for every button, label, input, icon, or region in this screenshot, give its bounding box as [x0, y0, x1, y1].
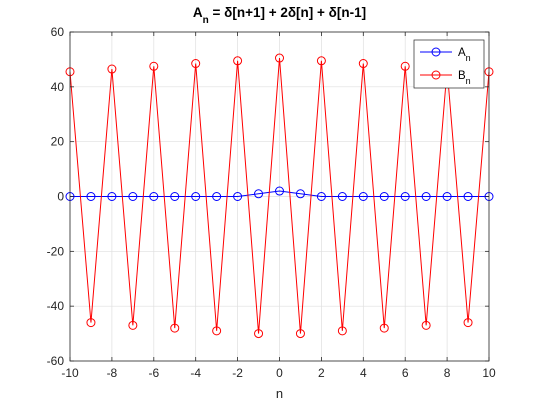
chart-title: An = δ[n+1] + 2δ[n] + δ[n-1] [193, 5, 366, 26]
data-point-b [170, 323, 180, 333]
data-point-b [316, 56, 326, 66]
y-tick-label: -20 [47, 244, 65, 258]
x-axis-label: n [276, 386, 283, 401]
x-tick-label: -10 [61, 366, 79, 380]
data-point-a [233, 192, 243, 201]
data-point-b [212, 326, 222, 336]
legend-marker-a [431, 47, 441, 57]
series-layer [65, 53, 494, 339]
data-point-a [337, 192, 347, 201]
legend-box [413, 39, 485, 89]
data-point-b [107, 64, 117, 74]
data-point-b [149, 61, 159, 71]
x-tick-label: -6 [148, 366, 159, 380]
legend-marker-b [431, 70, 441, 80]
data-point-a [149, 192, 159, 201]
x-tick-label: 10 [482, 366, 496, 380]
data-point-b [275, 53, 284, 63]
x-tick-label: 0 [276, 366, 283, 380]
legend-label-a-name: A [458, 47, 466, 59]
title-rest: = δ[n+1] + 2δ[n] + δ[n-1] [209, 5, 366, 20]
data-point-a [107, 192, 117, 201]
title-subscript: n [203, 15, 209, 26]
y-tick-label: 40 [51, 80, 65, 94]
data-point-b [379, 323, 389, 333]
data-point-b [421, 320, 431, 330]
data-point-b [254, 329, 264, 339]
y-tick-label: 20 [51, 135, 65, 149]
data-point-b [358, 59, 368, 69]
data-point-a [170, 192, 180, 201]
legend-label-b-name: B [458, 70, 466, 82]
data-point-b [233, 56, 243, 66]
data-point-b [191, 59, 201, 69]
x-tick-label: -8 [107, 366, 118, 380]
data-point-b [463, 318, 473, 328]
data-point-a [463, 192, 473, 201]
data-point-b [128, 320, 138, 330]
data-point-b [86, 318, 96, 328]
y-tick-label: -40 [47, 299, 65, 313]
x-tick-label: 2 [318, 366, 325, 380]
data-point-a [295, 189, 305, 199]
data-point-a [400, 192, 410, 201]
data-point-a [254, 189, 264, 199]
data-point-a [128, 192, 138, 201]
legend-label-b-sub: n [466, 76, 471, 86]
x-tick-label: 8 [444, 366, 451, 380]
data-point-a [275, 186, 284, 196]
data-point-a [379, 192, 389, 201]
legend-label-b: Bn [458, 70, 471, 86]
y-tick-label: 0 [57, 190, 64, 204]
title-main: A [193, 5, 203, 20]
data-point-a [86, 192, 96, 201]
legend-label-a: An [458, 47, 471, 63]
data-point-b [295, 329, 305, 339]
x-tick-label: -4 [190, 366, 201, 380]
legend-label-a-sub: n [466, 53, 471, 63]
series-line-b [69, 58, 490, 334]
data-point-a [316, 192, 326, 201]
data-point-b [400, 61, 410, 71]
data-point-a [358, 192, 368, 201]
data-point-a [212, 192, 222, 201]
y-tick-label: 60 [51, 25, 65, 39]
data-point-b [337, 326, 347, 336]
data-point-a [191, 192, 201, 201]
x-tick-label: -2 [232, 366, 243, 380]
y-tick-label: -60 [47, 354, 65, 368]
legend: An Bn [413, 39, 485, 89]
data-point-a [442, 192, 452, 201]
series-line-a [70, 190, 489, 197]
data-point-a [421, 192, 431, 201]
x-tick-label: 4 [360, 366, 367, 380]
x-tick-label: 6 [402, 366, 409, 380]
